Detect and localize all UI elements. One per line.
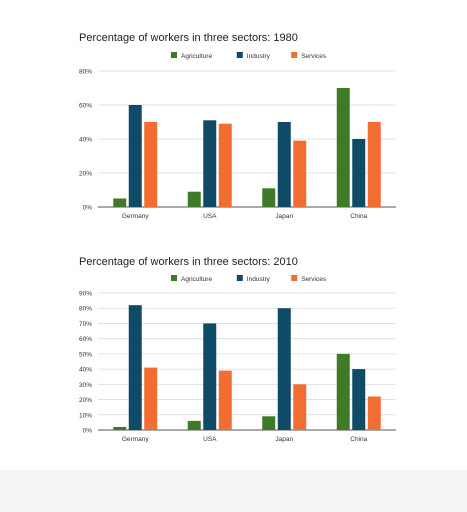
y-tick-label: 80%	[79, 306, 92, 313]
chart-1980: Percentage of workers in three sectors: …	[79, 32, 396, 220]
x-tick-label: China	[350, 436, 367, 443]
legend-label-industry: Industry	[247, 53, 271, 60]
bar-industry-japan	[277, 308, 291, 430]
bar-services-china	[367, 122, 381, 207]
y-tick-label: 60%	[79, 103, 92, 110]
chart-title: Percentage of workers in three sectors: …	[79, 256, 298, 268]
bar-agriculture-china	[336, 353, 350, 430]
x-tick-label: China	[350, 213, 367, 220]
bar-industry-usa	[203, 120, 217, 207]
bar-agriculture-japan	[262, 188, 276, 207]
legend-label-services: Services	[301, 53, 327, 60]
x-tick-label: USA	[203, 436, 217, 443]
bar-agriculture-japan	[262, 416, 276, 430]
y-tick-label: 70%	[79, 321, 92, 328]
legend-swatch-agriculture	[171, 52, 177, 58]
y-tick-label: 40%	[79, 137, 92, 144]
bar-industry-germany	[128, 105, 142, 207]
bar-services-germany	[144, 367, 158, 430]
bar-agriculture-usa	[187, 191, 201, 207]
y-tick-label: 0%	[83, 205, 93, 212]
legend-swatch-industry	[236, 275, 243, 281]
chart-title: Percentage of workers in three sectors: …	[79, 32, 298, 44]
bar-services-usa	[218, 123, 232, 207]
bottom-band	[0, 470, 467, 512]
y-tick-label: 0%	[83, 428, 93, 435]
chart-2010: Percentage of workers in three sectors: …	[79, 256, 396, 443]
legend-label-industry: Industry	[247, 276, 271, 283]
x-tick-label: Germany	[122, 213, 149, 220]
legend-label-services: Services	[301, 276, 327, 283]
bar-agriculture-usa	[187, 420, 201, 430]
y-tick-label: 60%	[79, 336, 92, 343]
bar-agriculture-germany	[113, 198, 127, 207]
legend-swatch-services	[291, 275, 298, 281]
legend-label-agriculture: Agriculture	[181, 53, 212, 60]
legend-swatch-agriculture	[171, 275, 177, 281]
y-tick-label: 50%	[79, 351, 92, 358]
x-tick-label: Germany	[122, 436, 149, 443]
y-tick-label: 20%	[79, 171, 92, 178]
bar-services-china	[367, 396, 381, 430]
y-tick-label: 90%	[79, 291, 92, 298]
y-tick-label: 80%	[79, 69, 92, 76]
x-tick-label: Japan	[275, 213, 293, 220]
legend-label-agriculture: Agriculture	[181, 276, 212, 283]
bar-services-germany	[144, 122, 158, 207]
bar-services-japan	[293, 384, 307, 430]
bar-services-japan	[293, 140, 307, 207]
x-tick-label: Japan	[275, 436, 293, 443]
x-tick-label: USA	[203, 213, 217, 220]
bar-industry-usa	[203, 323, 217, 430]
bar-industry-japan	[277, 122, 291, 207]
y-tick-label: 30%	[79, 382, 92, 389]
bar-industry-germany	[128, 305, 142, 430]
y-tick-label: 40%	[79, 367, 92, 374]
bar-agriculture-china	[336, 88, 350, 207]
bar-services-usa	[218, 370, 232, 430]
bar-industry-china	[352, 139, 366, 207]
bar-agriculture-germany	[113, 426, 127, 430]
legend-swatch-services	[291, 52, 298, 58]
y-tick-label: 20%	[79, 397, 92, 404]
y-tick-label: 10%	[79, 412, 92, 419]
legend-swatch-industry	[236, 52, 243, 58]
bar-industry-china	[352, 369, 366, 430]
